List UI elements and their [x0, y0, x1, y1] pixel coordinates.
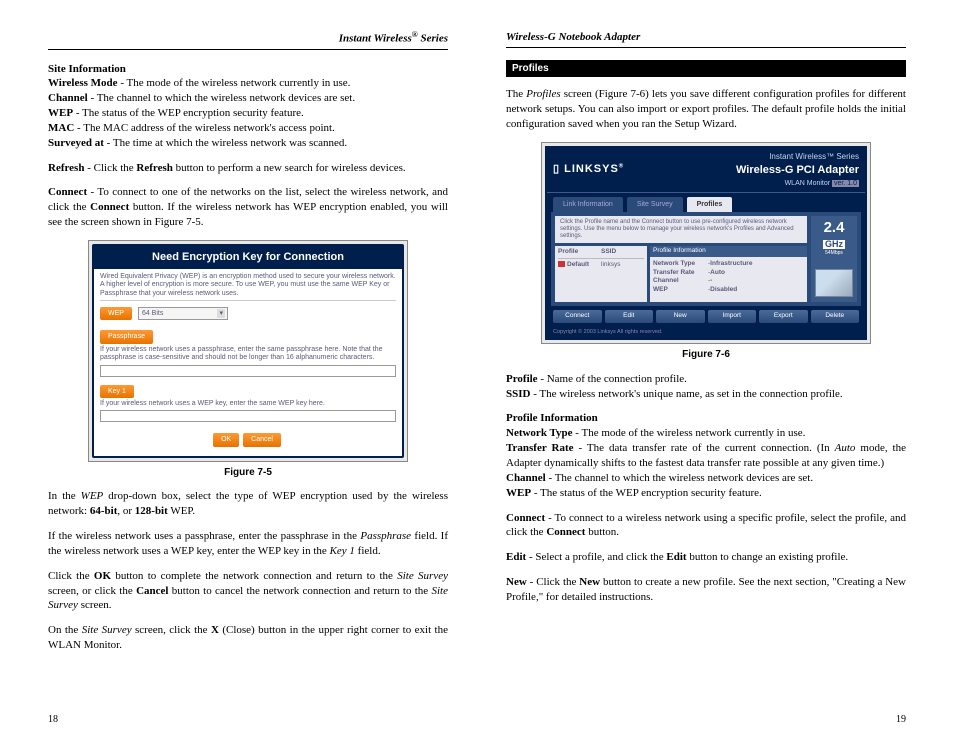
- site-info-block: Site Information Wireless Mode - The mod…: [48, 62, 448, 151]
- fig75-title: Need Encryption Key for Connection: [94, 246, 402, 269]
- left-column: Instant Wireless® Series Site Informatio…: [48, 30, 448, 718]
- cancel-button[interactable]: Cancel: [243, 433, 281, 446]
- linksys-logo: ▯ LINKSYS®: [553, 162, 624, 177]
- fig76-footer: Copyright © 2003 Linksys All rights rese…: [547, 327, 865, 338]
- export-button[interactable]: Export: [759, 310, 808, 323]
- profile-info-block: Profile Information Network Type - The m…: [506, 411, 906, 500]
- ghz-badge: 2.4GHz 54Mbps: [813, 220, 855, 257]
- profiles-section-header: Profiles: [506, 60, 906, 78]
- wep-label: WEP: [100, 307, 132, 320]
- list-item[interactable]: Defaultlinksys: [558, 261, 644, 270]
- figure-7-5: Need Encryption Key for Connection Wired…: [88, 240, 408, 462]
- tab-link-info[interactable]: Link Information: [553, 197, 623, 212]
- close-para: On the Site Survey screen, click the X (…: [48, 623, 448, 653]
- new-def: New - Click the New button to create a n…: [506, 575, 906, 605]
- ok-cancel-para: Click the OK button to complete the netw…: [48, 569, 448, 614]
- edit-def: Edit - Select a profile, and click the E…: [506, 550, 906, 565]
- tab-profiles[interactable]: Profiles: [687, 197, 733, 212]
- passphrase-label: Passphrase: [100, 330, 153, 343]
- delete-button[interactable]: Delete: [811, 310, 860, 323]
- profile-info-panel: Profile Information Network Type- Infras…: [650, 246, 807, 302]
- profiles-intro: The Profiles screen (Figure 7-6) lets yo…: [506, 87, 906, 132]
- import-button[interactable]: Import: [708, 310, 757, 323]
- new-button[interactable]: New: [656, 310, 705, 323]
- right-column: Wireless-G Notebook Adapter Profiles The…: [506, 30, 906, 718]
- pci-card-icon: [815, 269, 853, 297]
- pagenum-right: 19: [896, 713, 906, 727]
- figure-7-6: ▯ LINKSYS® Instant Wireless™ Series Wire…: [541, 142, 871, 344]
- wep-dropdown-para: In the WEP drop-down box, select the typ…: [48, 489, 448, 519]
- left-header: Instant Wireless® Series: [48, 30, 448, 50]
- profile-icon: [558, 261, 565, 267]
- passphrase-input[interactable]: [100, 365, 396, 377]
- wep-dropdown[interactable]: 64 Bits: [138, 307, 228, 320]
- passphrase-para: If the wireless network uses a passphras…: [48, 529, 448, 559]
- refresh-para: Refresh - Click the Refresh button to pe…: [48, 161, 448, 176]
- edit-button[interactable]: Edit: [605, 310, 654, 323]
- key1-label: Key 1: [100, 385, 134, 398]
- fig75-caption: Figure 7-5: [48, 466, 448, 480]
- key1-input[interactable]: [100, 410, 396, 422]
- connect-para: Connect - To connect to one of the netwo…: [48, 185, 448, 230]
- connect-button[interactable]: Connect: [553, 310, 602, 323]
- right-header: Wireless-G Notebook Adapter: [506, 30, 906, 48]
- connect-def: Connect - To connect to a wireless netwo…: [506, 511, 906, 541]
- profile-def: Profile - Name of the connection profile…: [506, 372, 906, 402]
- fig76-tabs: Link Information Site Survey Profiles: [547, 193, 865, 212]
- ok-button[interactable]: OK: [213, 433, 239, 446]
- profile-list[interactable]: ProfileSSID Defaultlinksys: [555, 246, 647, 302]
- tab-site-survey[interactable]: Site Survey: [627, 197, 683, 212]
- fig76-caption: Figure 7-6: [506, 348, 906, 362]
- pagenum-left: 18: [48, 713, 58, 727]
